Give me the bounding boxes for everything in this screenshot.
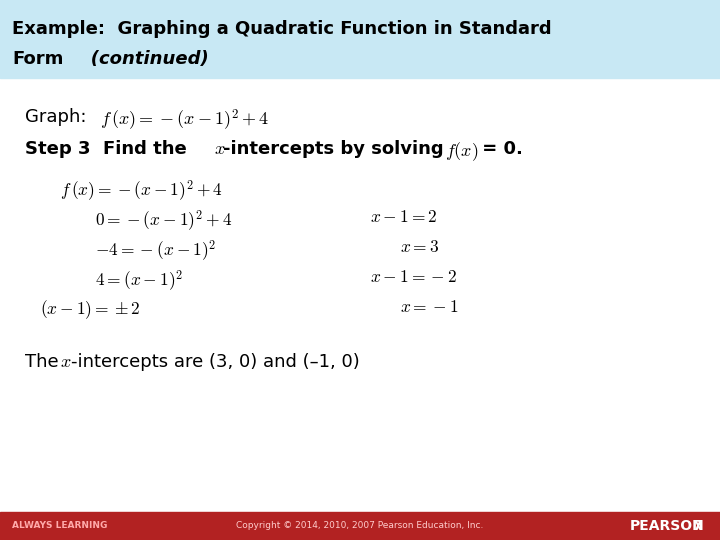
- Text: $(x-1)=\pm 2$: $(x-1)=\pm 2$: [40, 298, 140, 321]
- Text: $f\,(x)=-(x-1)^{2}+4$: $f\,(x)=-(x-1)^{2}+4$: [60, 178, 223, 203]
- Text: The: The: [25, 353, 64, 371]
- Text: $\mathit{x}$: $\mathit{x}$: [214, 140, 225, 158]
- Text: PEARSON: PEARSON: [630, 519, 705, 533]
- Text: $x-1=-2$: $x-1=-2$: [370, 268, 457, 286]
- Text: (continued): (continued): [72, 50, 209, 68]
- Text: Step 3  Find the: Step 3 Find the: [25, 140, 193, 158]
- Text: -intercepts by solving: -intercepts by solving: [223, 140, 450, 158]
- Text: Graph:: Graph:: [25, 108, 86, 126]
- Text: $\mathit{f}(\mathit{x})$: $\mathit{f}(\mathit{x})$: [445, 140, 478, 163]
- Text: $0=-(x-1)^{2}+4$: $0=-(x-1)^{2}+4$: [95, 208, 232, 233]
- Text: Form: Form: [12, 50, 63, 68]
- Text: $x=3$: $x=3$: [400, 238, 439, 256]
- Text: Copyright © 2014, 2010, 2007 Pearson Education, Inc.: Copyright © 2014, 2010, 2007 Pearson Edu…: [236, 522, 484, 530]
- Text: $-4=-(x-1)^{2}$: $-4=-(x-1)^{2}$: [95, 238, 216, 263]
- Text: = 0.: = 0.: [476, 140, 523, 158]
- Text: $x$: $x$: [60, 353, 71, 371]
- Text: $4=(x-1)^{2}$: $4=(x-1)^{2}$: [95, 268, 183, 293]
- Text: 7: 7: [693, 519, 702, 533]
- Text: ALWAYS LEARNING: ALWAYS LEARNING: [12, 522, 107, 530]
- Text: $x=-1$: $x=-1$: [400, 298, 459, 316]
- Text: $f\,(x)=-(x-1)^{2}+4$: $f\,(x)=-(x-1)^{2}+4$: [100, 108, 269, 133]
- Text: Example:  Graphing a Quadratic Function in Standard: Example: Graphing a Quadratic Function i…: [12, 20, 552, 38]
- Text: $x-1=2$: $x-1=2$: [370, 208, 438, 226]
- Bar: [0, 512, 720, 540]
- Text: -intercepts are (3, 0) and (–1, 0): -intercepts are (3, 0) and (–1, 0): [71, 353, 360, 371]
- Bar: [0, 0, 720, 78]
